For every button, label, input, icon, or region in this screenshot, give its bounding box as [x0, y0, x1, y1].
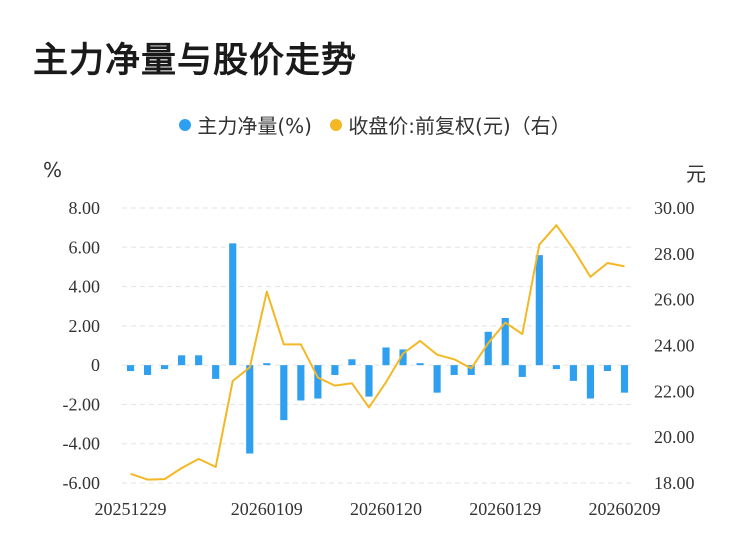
- bar: [263, 363, 271, 366]
- x-tick-label: 20260109: [231, 499, 303, 519]
- left-tick-label: 2.00: [69, 316, 101, 336]
- right-axis-unit: 元: [686, 162, 706, 186]
- bar: [484, 331, 492, 366]
- legend: 主力净量(%) 收盘价:前复权(元)（右）: [0, 110, 750, 139]
- bar: [501, 318, 509, 366]
- bar: [314, 365, 322, 399]
- bar: [399, 349, 407, 366]
- bar: [620, 365, 629, 393]
- bar: [365, 365, 373, 397]
- x-tick-label: 20260129: [469, 499, 541, 519]
- right-tick-label: 30.00: [654, 198, 695, 218]
- chart-title: 主力净量与股价走势: [33, 41, 358, 81]
- left-tick-label: 0: [91, 355, 100, 375]
- bar: [212, 365, 220, 379]
- bar: [246, 365, 254, 454]
- legend-item-net-flow[interactable]: 主力净量(%): [179, 110, 312, 139]
- x-tick-label: 20251229: [95, 499, 167, 519]
- legend-item-close-price[interactable]: 收盘价:前复权(元)（右）: [330, 110, 571, 139]
- bar: [586, 365, 594, 399]
- left-tick-label: 8.00: [69, 198, 101, 218]
- bar: [569, 365, 577, 381]
- left-tick-label: -4.00: [63, 434, 101, 454]
- left-tick-label: -2.00: [63, 394, 101, 414]
- bar: [552, 365, 560, 370]
- bar: [126, 365, 135, 372]
- left-tick-label: -6.00: [63, 473, 101, 493]
- bar: [161, 365, 169, 370]
- x-tick-label: 20260209: [588, 499, 660, 519]
- legend-label-close-price: 收盘价:前复权(元)（右）: [348, 114, 571, 138]
- bar: [178, 355, 186, 366]
- x-tick-label: 20260120: [350, 499, 422, 519]
- bar: [297, 365, 305, 401]
- bar: [433, 365, 441, 393]
- right-tick-label: 18.00: [654, 473, 695, 493]
- bar: [535, 255, 543, 366]
- right-tick-label: 28.00: [654, 244, 695, 264]
- left-axis-unit: %: [43, 158, 63, 182]
- bar: [143, 365, 152, 375]
- bar: [280, 365, 288, 421]
- bar: [229, 243, 237, 366]
- bar: [416, 363, 424, 366]
- legend-label-net-flow: 主力净量(%): [197, 114, 312, 138]
- bar: [518, 365, 526, 377]
- bar: [348, 359, 356, 366]
- bar: [467, 365, 475, 375]
- right-tick-label: 26.00: [654, 290, 695, 310]
- legend-dot-net-flow: [179, 118, 192, 131]
- legend-dot-close-price: [330, 118, 343, 131]
- price-line: [130, 224, 625, 481]
- bar: [331, 365, 339, 375]
- right-tick-label: 24.00: [654, 336, 695, 356]
- right-tick-label: 22.00: [654, 381, 695, 401]
- left-tick-label: 6.00: [69, 237, 101, 257]
- right-tick-label: 20.00: [654, 427, 695, 447]
- left-tick-label: 4.00: [69, 277, 101, 297]
- bar: [195, 355, 203, 366]
- bar: [382, 347, 390, 366]
- bar: [603, 365, 612, 372]
- bar: [450, 365, 458, 375]
